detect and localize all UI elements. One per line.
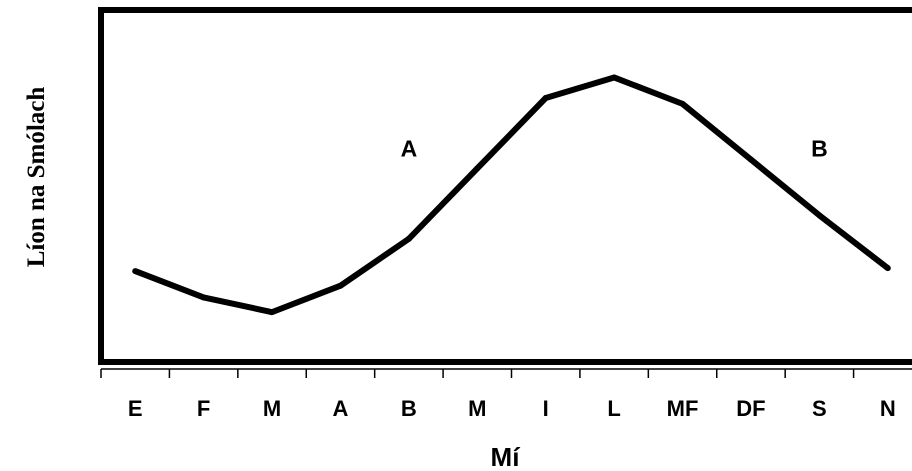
series-layer bbox=[132, 74, 891, 316]
x-tick-label: L bbox=[607, 396, 620, 421]
data-point bbox=[542, 95, 549, 101]
data-point bbox=[611, 74, 618, 81]
x-tick-label: DF bbox=[736, 396, 765, 421]
data-point bbox=[679, 100, 686, 107]
data-point bbox=[269, 309, 276, 316]
x-tick-label: A bbox=[333, 396, 349, 421]
data-point bbox=[816, 212, 823, 219]
x-tick-label: M bbox=[263, 396, 281, 421]
x-axis-label: Mí bbox=[491, 442, 521, 471]
data-point bbox=[884, 265, 891, 272]
plot-frame bbox=[98, 7, 912, 365]
x-axis-ticks bbox=[100, 369, 855, 378]
data-point bbox=[405, 235, 412, 242]
data-point bbox=[474, 165, 481, 172]
y-axis-label: Líon na Smólach bbox=[23, 87, 50, 268]
annotation-label: B bbox=[811, 136, 828, 162]
x-axis-tick-labels: E F M A B M I L MF DF S N bbox=[128, 396, 896, 421]
x-tick-label: F bbox=[197, 396, 210, 421]
x-tick-label: E bbox=[128, 396, 143, 421]
x-tick-label: B bbox=[401, 396, 417, 421]
x-tick-label: N bbox=[880, 396, 896, 421]
series-line bbox=[134, 74, 890, 316]
x-tick-label: I bbox=[543, 396, 549, 421]
data-point bbox=[200, 294, 207, 301]
data-point bbox=[747, 156, 754, 163]
data-point bbox=[337, 282, 344, 289]
annotation-label: A bbox=[401, 136, 418, 162]
x-tick-label: S bbox=[812, 396, 827, 421]
x-tick-label: MF bbox=[667, 396, 699, 421]
x-tick-label: M bbox=[468, 396, 486, 421]
data-point bbox=[132, 268, 139, 275]
